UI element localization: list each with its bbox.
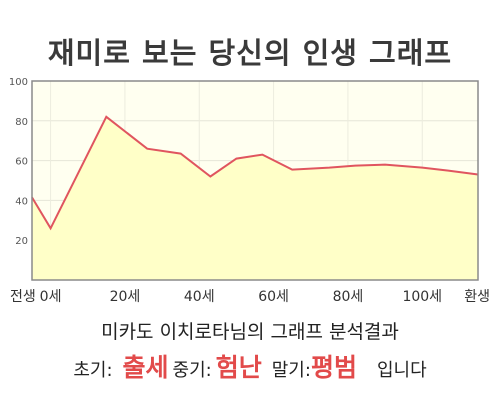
ending-text: 입니다	[376, 360, 427, 381]
x-tick-label: 80세	[333, 289, 364, 305]
late-label: 말기:	[271, 360, 311, 381]
analysis-summary: 미카도 이치로타님의 그래프 분석결과	[101, 321, 399, 343]
analysis-verdict: 초기: 출세 중기: 험난 말기:평범 입니다	[0, 348, 500, 384]
x-tick-label: 100세	[402, 289, 442, 305]
y-tick-label: 60	[15, 157, 28, 168]
x-tick-label: 60세	[258, 289, 289, 305]
x-tick-label: 40세	[184, 289, 215, 305]
y-tick-label: 40	[15, 196, 28, 207]
late-value: 평범	[310, 353, 357, 382]
x-tick-label: 환생	[464, 289, 490, 305]
plot-border	[31, 80, 479, 281]
y-tick-label: 20	[15, 236, 28, 247]
x-tick-label: 20세	[110, 289, 141, 305]
middle-label: 중기:	[172, 360, 212, 381]
early-value: 출세	[122, 353, 169, 382]
x-tick-label: 전생	[10, 289, 36, 305]
early-label: 초기:	[73, 360, 113, 381]
y-axis: 20 40 60 80 100	[9, 77, 28, 247]
series-line	[31, 115, 479, 231]
y-tick-label: 100	[9, 77, 28, 88]
middle-value: 험난	[215, 353, 262, 382]
x-tick-label: 0세	[40, 289, 62, 305]
page-title: 재미로 보는 당신의 인생 그래프	[47, 36, 453, 70]
x-axis: 전생 0세 20세 40세 60세 80세 100세 환생	[10, 289, 490, 305]
y-tick-label: 80	[15, 117, 28, 128]
area-fill	[32, 116, 478, 280]
